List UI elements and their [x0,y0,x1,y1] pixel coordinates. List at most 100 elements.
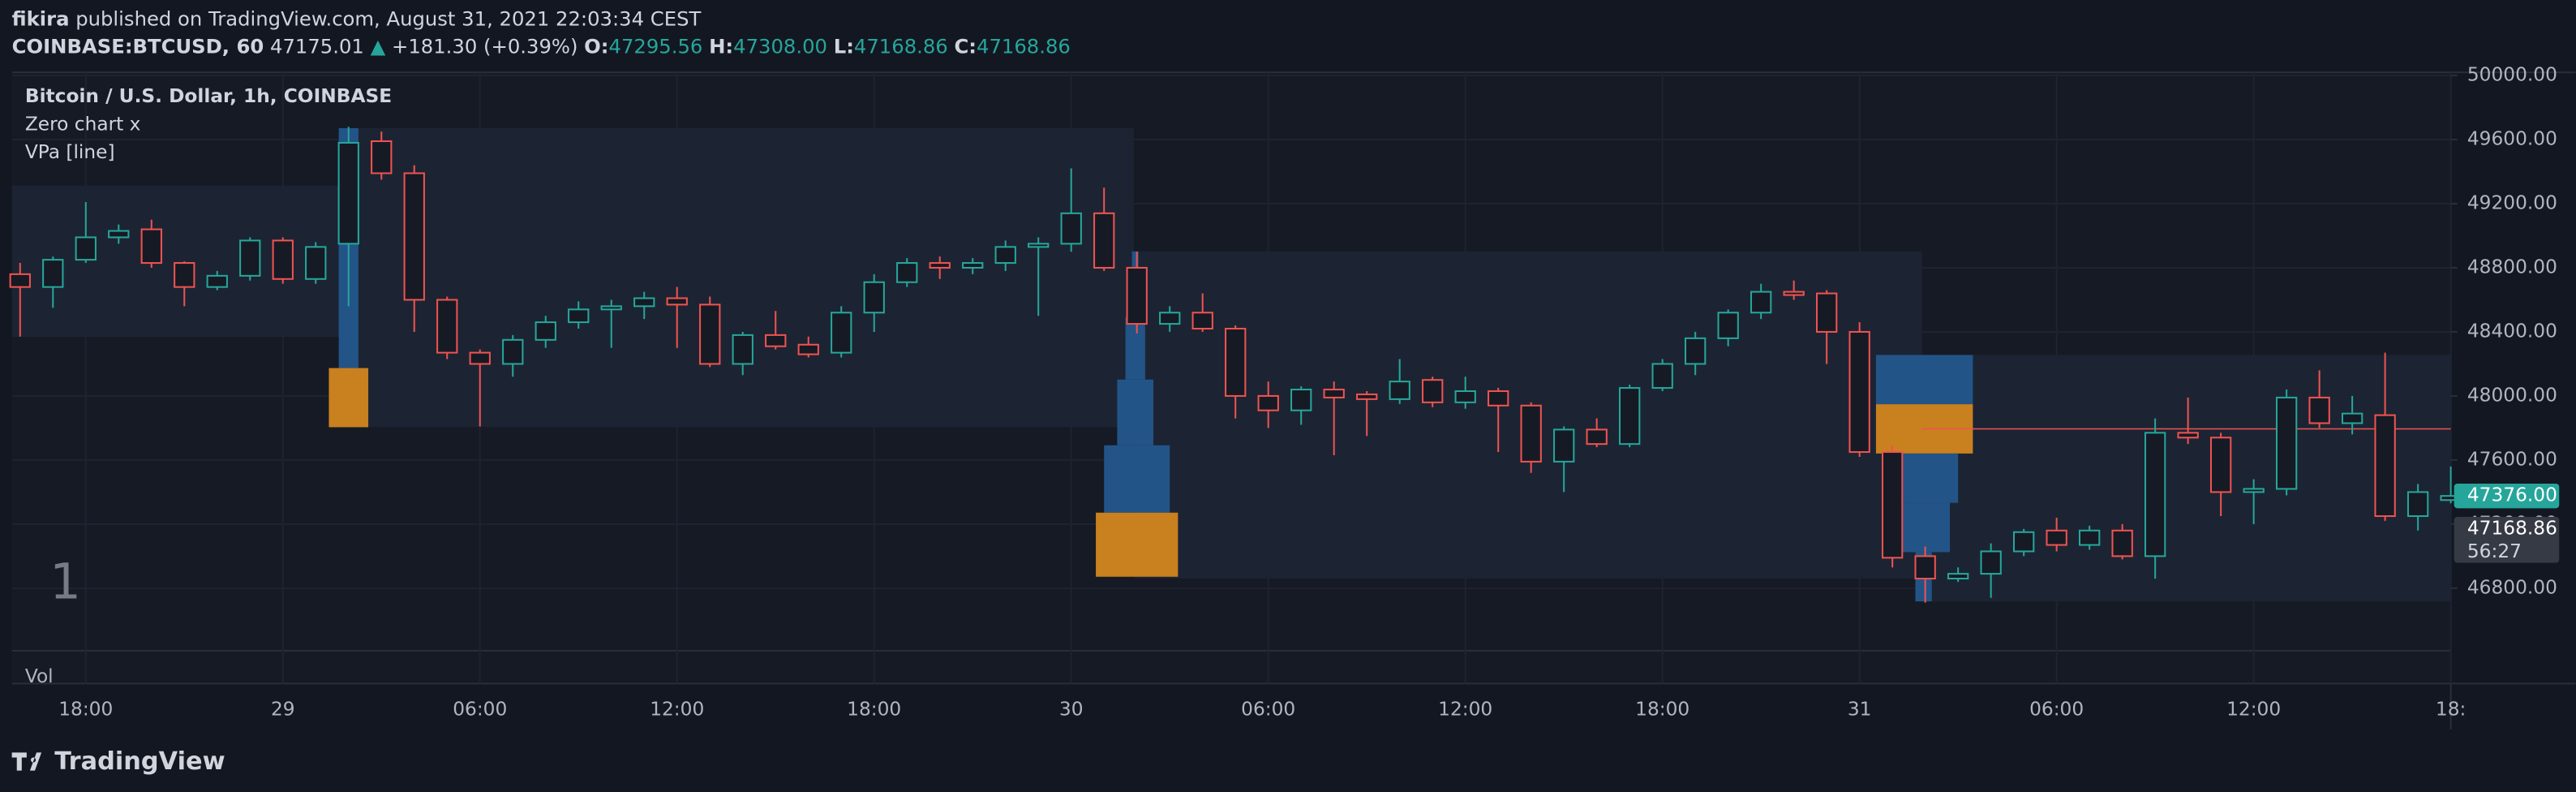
candle-body [1356,393,1378,400]
x-tick-label: 18:00 [1635,698,1689,720]
candle-body [1290,389,1312,411]
vpa-box [1921,355,2451,602]
candle-body [305,246,327,280]
countdown: 56:27 [2467,540,2522,562]
x-tick-label: 31 [1848,698,1872,720]
candle-body [1947,573,1969,580]
legend-title: Bitcoin / U.S. Dollar, 1h, COINBASE [25,85,392,107]
candle-body [502,338,524,365]
candle-body [2209,437,2232,493]
y-tick-label: 49200.00 [2467,192,2557,213]
published: published on TradingView.com, August 31,… [75,6,701,30]
candle-body [2341,412,2363,424]
price-marker-label: 47168.86 [2467,518,2557,540]
candle-body [535,321,556,341]
candle-body [2078,529,2101,546]
candle-body [140,228,162,265]
price-marker [2454,483,2560,509]
x-tick-label: 29 [271,698,295,720]
last-price: 47175.01 [270,35,364,58]
axes: 46800.0047200.0047600.0048000.0048400.00… [58,64,2560,720]
candle-body [1159,312,1181,325]
x-tick-label: 18: [2436,698,2466,720]
candle-body [2111,529,2133,557]
x-tick-label: 18:00 [58,698,113,720]
candle-body [2406,491,2429,518]
y-tick-label: 48800.00 [2467,256,2557,278]
brand-logo: TradingView [11,747,225,776]
candle-body [732,334,753,365]
brand: TradingView [54,747,225,776]
candle-body [1422,379,1444,403]
candle-body [272,239,294,280]
candle-body [1028,243,1050,248]
header-line: fikira published on TradingView.com, Aug… [12,6,702,30]
candle-body [1520,404,1542,463]
volume-label: Vol [25,665,54,687]
candle-body [174,262,195,288]
vpa-profile [1125,316,1145,380]
y-tick-label: 48000.00 [2467,384,2557,406]
candle-body [962,262,984,269]
candle-body [1816,292,1838,333]
vpa-profile [1104,445,1170,513]
candle-body [9,273,31,288]
candle-body [239,239,261,277]
legend-indicator: VPa [line] [25,141,115,163]
x-tick-label: 12:00 [650,698,704,720]
candle-body [2308,396,2330,424]
arrow: ▲ [371,35,386,58]
logo-mark [11,752,42,771]
candle-body [1586,428,1608,446]
vpa-profile [1117,379,1153,446]
vpa-poc [328,368,369,428]
x-tick-label: 12:00 [2226,698,2281,720]
o-value: 47295.56 [609,35,703,58]
author: fikira [12,6,70,30]
candle-body [2374,414,2396,518]
candle-body [108,230,130,239]
candle-body [371,140,393,174]
y-tick-label: 47600.00 [2467,448,2557,470]
price-marker-label: 47376.00 [2467,484,2557,506]
candle-body [1882,451,1904,559]
vpa-profile [1900,502,1951,553]
candle-body [1323,389,1345,398]
vpa-box [345,127,1134,428]
x-tick-label: 06:00 [1241,698,1295,720]
candle-body [1488,390,1509,407]
candle-body [1553,428,1575,463]
candle-body [75,236,97,261]
x-tick-label: 18:00 [847,698,901,720]
candle-body [403,172,425,301]
candle-body [1783,291,1805,296]
candle-body [2144,432,2166,557]
y-tick-label: 48400.00 [2467,320,2557,342]
y-tick-label: 46800.00 [2467,576,2557,598]
candle-body [831,312,852,354]
x-tick-label: 30 [1059,698,1084,720]
symbol-line: COINBASE:BTCUSD, 60 47175.01 ▲ +181.30 (… [12,35,1071,58]
candle-body [1389,381,1410,400]
c-value: 47168.86 [977,35,1071,58]
candle-body [765,334,787,347]
x-tick-label: 06:00 [453,698,507,720]
change: +181.30 (+0.39%) [392,35,577,58]
candle-body [666,297,688,306]
candle-body [797,343,819,355]
candle-body [1060,212,1082,245]
x-tick-label: 12:00 [1438,698,1492,720]
candle-body [436,299,458,354]
candle-body [699,303,721,365]
candle-body [2046,529,2067,546]
candle-body [337,141,359,245]
o-label: O: [584,35,608,58]
candle-body [1257,394,1279,411]
candle-body [1126,266,1148,325]
y-tick-label: 50000.00 [2467,64,2557,86]
candle-body [1651,363,1673,390]
candle-body [1191,312,1213,330]
candle-body [2243,488,2265,493]
candle-body [1685,337,1707,365]
